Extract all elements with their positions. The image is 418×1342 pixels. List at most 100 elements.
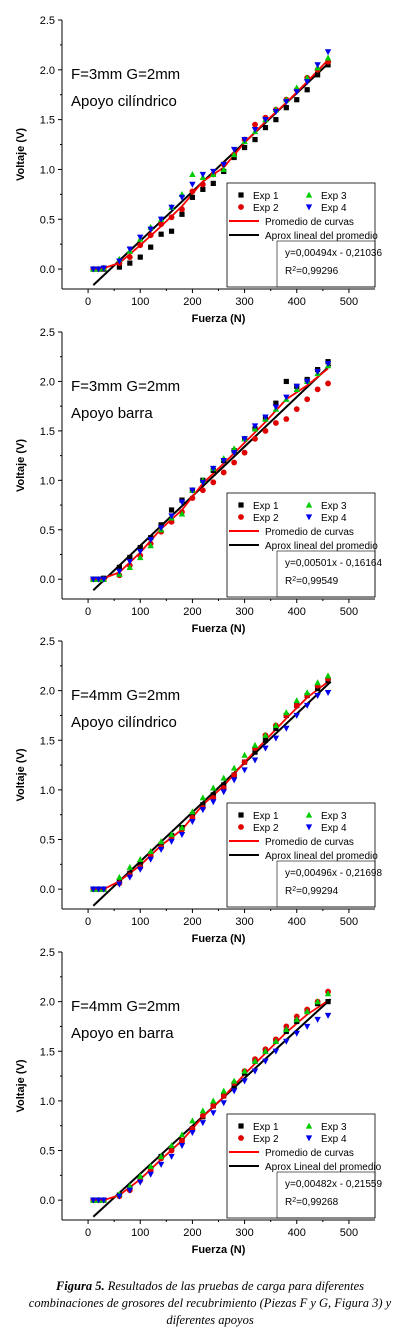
data-point — [126, 1187, 134, 1194]
x-tick-label: 200 — [183, 296, 201, 308]
data-point — [251, 126, 259, 133]
r2-symbol: R — [285, 1197, 292, 1208]
legend-label-exp4: Exp 4 — [321, 203, 347, 214]
data-point — [272, 1048, 280, 1055]
data-point — [231, 154, 237, 161]
data-point — [199, 181, 206, 188]
y-axis-label: Voltaje (V) — [15, 439, 27, 492]
legend-marker-exp2 — [238, 824, 244, 830]
data-point — [137, 861, 143, 867]
data-point — [127, 260, 133, 266]
data-point — [200, 802, 206, 808]
data-point — [293, 702, 300, 709]
legend-label-aprox: Aprox lineal del promedio — [265, 851, 378, 862]
legend-marker-exp3 — [305, 191, 313, 198]
legend-label-exp2: Exp 2 — [253, 823, 279, 834]
data-point — [199, 487, 206, 494]
data-point — [293, 1016, 300, 1023]
data-point — [303, 1008, 311, 1015]
data-point — [252, 435, 258, 442]
data-point — [137, 1172, 144, 1179]
legend-label-promedio: Promedio de curvas — [265, 217, 354, 228]
data-point — [283, 378, 289, 385]
r2-symbol: R — [285, 886, 292, 897]
legend-label-exp3: Exp 3 — [321, 191, 347, 202]
chart-annotation-line1: F=4mm G=2mm — [71, 998, 180, 1015]
data-point — [189, 487, 196, 494]
data-point — [230, 450, 238, 457]
data-point — [168, 204, 175, 211]
data-point — [293, 712, 300, 719]
data-point — [158, 841, 164, 848]
legend-label-promedio: Promedio de curvas — [265, 1148, 354, 1159]
data-point — [220, 166, 227, 173]
data-point — [95, 576, 102, 583]
data-point — [325, 999, 331, 1005]
data-point — [293, 697, 300, 704]
legend-label-exp1: Exp 1 — [253, 1122, 279, 1133]
legend-label-promedio: Promedio de curvas — [265, 527, 354, 538]
y-tick-label: 2.5 — [40, 327, 55, 339]
data-point — [303, 702, 311, 709]
data-point — [147, 232, 154, 239]
legend-label-exp2: Exp 2 — [253, 1134, 279, 1145]
legend-label-exp4: Exp 4 — [321, 1134, 347, 1145]
y-tick-label: 0.5 — [40, 1146, 55, 1158]
x-tick-label: 200 — [183, 1227, 201, 1239]
r2-exponent: 2 — [292, 266, 296, 273]
y-tick-label: 1.5 — [40, 115, 55, 127]
data-point — [168, 228, 175, 234]
data-point — [137, 855, 144, 862]
x-tick-label: 400 — [288, 916, 306, 928]
data-point — [189, 495, 196, 502]
data-point — [148, 244, 154, 250]
data-point — [272, 721, 280, 728]
data-point — [262, 731, 269, 738]
data-point — [189, 171, 196, 178]
data-point — [158, 221, 165, 228]
data-point — [272, 1037, 280, 1044]
y-axis-label: Voltaje (V) — [15, 128, 27, 181]
data-point — [272, 420, 279, 426]
data-point — [147, 856, 154, 863]
data-point — [90, 266, 97, 273]
fit-r-squared: R2=0,99549 — [285, 576, 339, 588]
y-tick-label: 1.5 — [40, 426, 55, 438]
data-point — [283, 394, 290, 401]
data-point — [189, 1130, 196, 1137]
data-point — [231, 459, 238, 466]
data-point — [157, 216, 165, 223]
data-point — [314, 1016, 321, 1023]
data-point — [324, 672, 332, 679]
equation-box — [276, 860, 376, 908]
data-point — [262, 1058, 269, 1065]
data-point — [262, 1047, 269, 1054]
data-point — [324, 690, 332, 697]
data-point — [189, 812, 196, 818]
data-point — [210, 799, 217, 806]
data-point — [147, 542, 154, 549]
legend-label-aprox: Aprox Lineal del promedio — [265, 1162, 382, 1173]
legend-label-aprox: Aprox lineal del promedio — [265, 231, 378, 242]
data-point — [199, 807, 207, 814]
data-point — [90, 1197, 97, 1204]
data-point — [314, 368, 321, 375]
chart-annotation-line2: Apoyo en barra — [71, 1025, 174, 1042]
legend-label-exp2: Exp 2 — [253, 203, 279, 214]
data-point — [251, 1068, 259, 1075]
data-point — [178, 1131, 186, 1138]
data-point — [262, 427, 269, 434]
legend-marker-exp1 — [238, 812, 244, 818]
data-point — [220, 774, 227, 781]
data-point — [293, 1030, 300, 1037]
data-point — [314, 62, 321, 69]
data-point — [168, 1153, 175, 1160]
data-point — [137, 1179, 144, 1186]
x-tick-label: 100 — [131, 606, 149, 618]
x-axis-label: Fuerza (N) — [192, 1244, 246, 1256]
chart-panel-2: 0.0 0.5 1.0 1.5 2.0 2.5 0 100 200 300 400 500 Fuerza… — [15, 327, 382, 635]
legend-label-exp1: Exp 1 — [253, 501, 279, 512]
r2-symbol: R — [285, 576, 292, 587]
series-4 — [90, 1012, 332, 1204]
fit-r-squared: R2=0,99294 — [285, 886, 339, 898]
